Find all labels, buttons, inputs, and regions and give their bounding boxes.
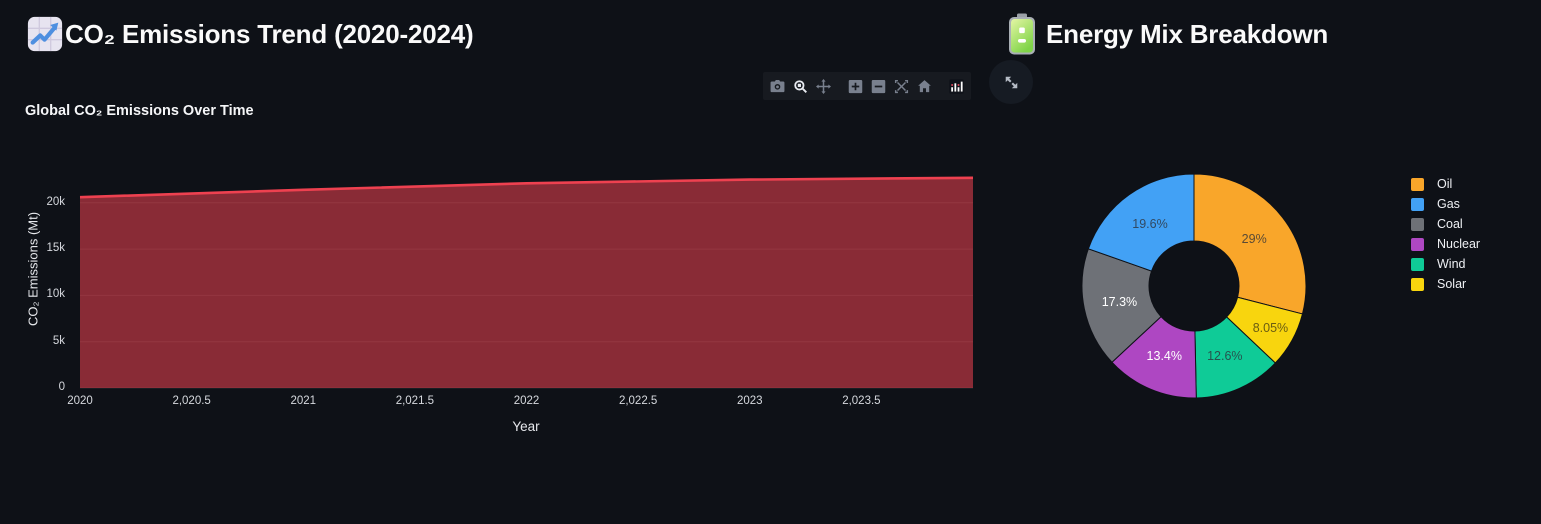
x-tick-label: 2,021.5 xyxy=(395,395,435,407)
zoom-in-icon[interactable] xyxy=(844,74,867,98)
legend-swatch-gas xyxy=(1411,197,1424,211)
left-panel-title: CO₂ Emissions Trend (2020-2024) xyxy=(65,19,474,49)
legend-label: Gas xyxy=(1437,197,1460,211)
legend-item-wind[interactable]: Wind xyxy=(1411,254,1480,274)
emissions-line[interactable] xyxy=(79,176,974,199)
plotly-modebar xyxy=(763,72,971,100)
y-tick-label: 10k xyxy=(46,288,65,301)
x-axis-title: Year xyxy=(512,419,540,434)
legend-swatch-coal xyxy=(1411,217,1424,231)
donut-slice-oil[interactable] xyxy=(1193,173,1307,315)
donut-chart: 29% 8.05% 12.6% 13.4% 17.3% 19.6% xyxy=(1081,173,1307,399)
legend-swatch-wind xyxy=(1411,257,1424,271)
x-tick-label: 2,022.5 xyxy=(618,395,658,407)
zoom-icon[interactable] xyxy=(789,74,812,98)
donut-chart-canvas xyxy=(1081,173,1307,399)
chart-increasing-icon xyxy=(27,16,63,52)
legend-label: Solar xyxy=(1437,277,1467,291)
plotly-logo-icon[interactable] xyxy=(945,74,968,98)
legend-item-gas[interactable]: Gas xyxy=(1411,194,1480,214)
x-tick-label: 2022 xyxy=(513,395,540,407)
donut-slice-coal[interactable] xyxy=(1081,248,1162,363)
autoscale-icon[interactable] xyxy=(890,74,913,98)
x-axis-ticks: 2020 2,020.5 2021 2,021.5 2022 2,022.5 2023 2,0… xyxy=(67,395,973,411)
x-tick-label: 2020 xyxy=(67,395,93,407)
y-tick-label: 15k xyxy=(46,242,65,255)
expand-arrows-icon xyxy=(1005,76,1017,88)
slice-pct-label-oil: 29% xyxy=(1241,232,1267,247)
legend-label: Nuclear xyxy=(1437,237,1481,251)
y-tick-label: 20k xyxy=(46,195,65,208)
pan-icon[interactable] xyxy=(812,74,835,98)
donut-slice-gas[interactable] xyxy=(1087,173,1195,272)
slice-pct-label-nuclear: 13.4% xyxy=(1146,349,1183,364)
legend-item-solar[interactable]: Solar xyxy=(1411,274,1480,294)
slice-pct-label-wind: 12.6% xyxy=(1207,348,1243,363)
area-chart-title: Global CO₂ Emissions Over Time xyxy=(25,103,254,119)
right-panel-title: Energy Mix Breakdown xyxy=(1046,19,1329,49)
legend-label: Coal xyxy=(1437,217,1463,231)
zoom-out-icon[interactable] xyxy=(867,74,890,98)
modebar-separator xyxy=(936,72,945,100)
x-tick-label: 2,023.5 xyxy=(842,395,881,407)
x-tick-label: 2,020.5 xyxy=(172,395,211,407)
y-tick-label: 0 xyxy=(58,381,65,393)
slice-pct-label-solar: 8.05% xyxy=(1252,321,1289,336)
slice-pct-label-gas: 19.6% xyxy=(1132,216,1168,231)
home-icon[interactable] xyxy=(913,74,936,98)
legend-swatch-oil xyxy=(1411,177,1424,191)
battery-icon xyxy=(1009,13,1035,55)
area-chart-plot-area[interactable] xyxy=(79,150,974,389)
slice-pct-label-coal: 17.3% xyxy=(1101,294,1138,309)
legend-item-oil[interactable]: Oil xyxy=(1411,174,1480,194)
modebar-separator xyxy=(835,72,844,100)
legend-label: Wind xyxy=(1437,257,1466,271)
legend-swatch-nuclear xyxy=(1411,237,1424,251)
y-axis-ticks: 0 5k 10k 15k 20k xyxy=(0,150,72,393)
legend-item-coal[interactable]: Coal xyxy=(1411,214,1480,234)
legend-label: Oil xyxy=(1437,177,1453,191)
legend-swatch-solar xyxy=(1411,277,1424,291)
area-chart-canvas xyxy=(79,176,974,389)
chart-legend: Oil Gas Coal Nuclear Wind Solar xyxy=(1411,174,1480,294)
x-tick-label: 2021 xyxy=(290,395,317,407)
x-tick-label: 2023 xyxy=(736,395,763,407)
y-tick-label: 5k xyxy=(52,334,65,347)
legend-item-nuclear[interactable]: Nuclear xyxy=(1411,234,1480,254)
fullscreen-button[interactable] xyxy=(989,60,1033,104)
emissions-area-fill[interactable] xyxy=(80,177,973,388)
camera-icon[interactable] xyxy=(766,74,789,98)
